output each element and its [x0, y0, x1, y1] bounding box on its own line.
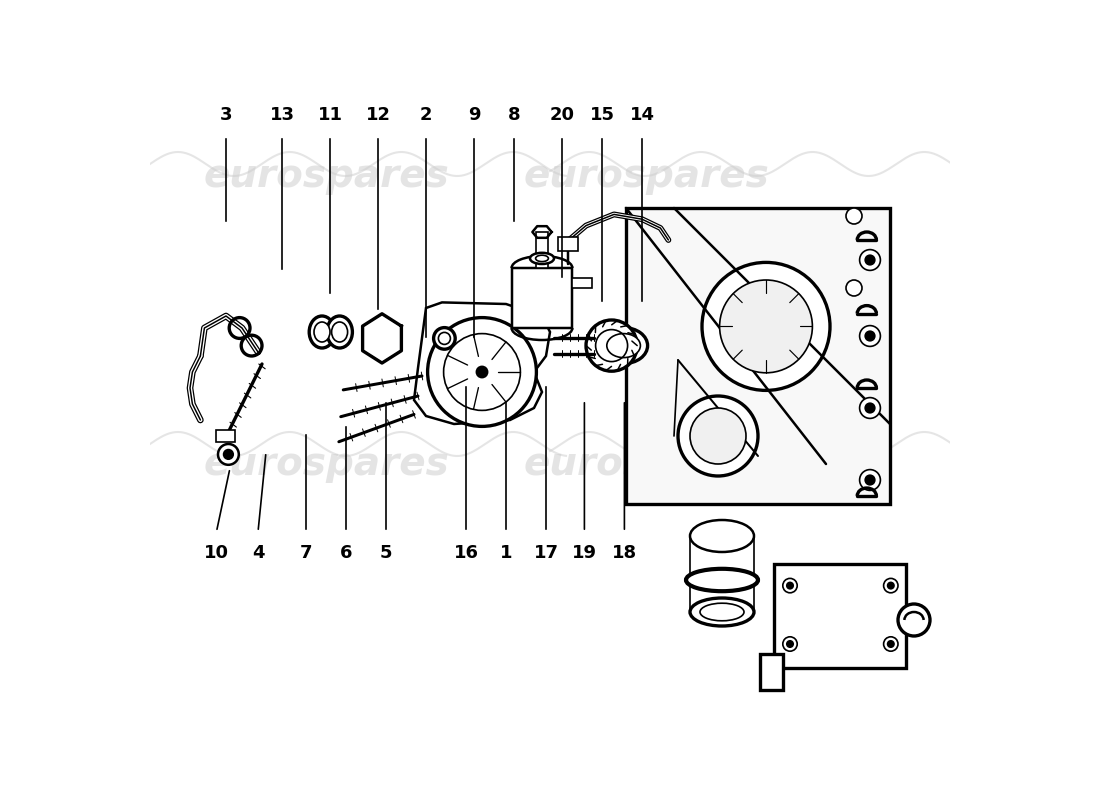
Text: 4: 4 [252, 544, 264, 562]
Text: 15: 15 [590, 106, 615, 124]
Circle shape [846, 208, 862, 224]
Circle shape [690, 408, 746, 464]
Circle shape [866, 403, 874, 413]
Circle shape [859, 398, 880, 418]
Circle shape [678, 396, 758, 476]
Circle shape [586, 320, 637, 371]
Circle shape [898, 604, 929, 636]
Text: 12: 12 [365, 106, 390, 124]
Bar [512, 268, 572, 328]
Text: 5: 5 [379, 544, 393, 562]
Text: 17: 17 [534, 544, 559, 562]
Ellipse shape [327, 316, 352, 348]
Circle shape [888, 641, 894, 647]
Circle shape [866, 475, 874, 485]
Text: 13: 13 [270, 106, 295, 124]
Circle shape [428, 318, 537, 426]
Ellipse shape [600, 328, 648, 363]
Bar [760, 654, 783, 690]
Text: 2: 2 [420, 106, 432, 124]
Text: 8: 8 [508, 106, 520, 124]
Bar [537, 232, 548, 268]
Circle shape [866, 255, 874, 265]
Circle shape [846, 280, 862, 296]
Circle shape [883, 637, 898, 651]
Circle shape [786, 582, 793, 589]
Text: 20: 20 [550, 106, 574, 124]
Bar [216, 430, 234, 442]
Circle shape [859, 250, 880, 270]
Text: 11: 11 [318, 106, 342, 124]
Circle shape [702, 262, 830, 390]
Circle shape [476, 366, 487, 378]
Text: 6: 6 [340, 544, 352, 562]
Circle shape [859, 326, 880, 346]
Circle shape [883, 578, 898, 593]
Ellipse shape [433, 328, 455, 349]
Ellipse shape [686, 569, 758, 591]
Ellipse shape [439, 333, 450, 344]
Ellipse shape [607, 334, 640, 358]
Bar [626, 208, 890, 504]
Circle shape [859, 470, 880, 490]
Text: 14: 14 [629, 106, 654, 124]
Polygon shape [414, 302, 550, 424]
Ellipse shape [700, 603, 744, 621]
Text: 18: 18 [612, 544, 637, 562]
Text: 7: 7 [299, 544, 312, 562]
Text: eurospares: eurospares [524, 445, 769, 483]
Circle shape [786, 641, 793, 647]
Ellipse shape [331, 322, 348, 342]
Ellipse shape [690, 520, 754, 552]
Bar [558, 237, 578, 251]
Text: 1: 1 [499, 544, 513, 562]
Ellipse shape [536, 255, 549, 262]
Circle shape [783, 578, 798, 593]
Bar [572, 278, 593, 288]
Circle shape [888, 582, 894, 589]
Ellipse shape [314, 322, 330, 342]
Text: eurospares: eurospares [204, 157, 449, 195]
Text: 19: 19 [572, 544, 597, 562]
Bar [774, 564, 906, 668]
Text: eurospares: eurospares [524, 157, 769, 195]
Text: eurospares: eurospares [204, 445, 449, 483]
Ellipse shape [690, 598, 754, 626]
Circle shape [223, 450, 233, 459]
Ellipse shape [530, 253, 554, 264]
Circle shape [866, 331, 874, 341]
Text: 10: 10 [204, 544, 229, 562]
Circle shape [218, 444, 239, 465]
Text: 9: 9 [468, 106, 481, 124]
Bar [690, 536, 754, 612]
Circle shape [783, 637, 798, 651]
Text: 16: 16 [453, 544, 478, 562]
Ellipse shape [309, 316, 334, 348]
Circle shape [719, 280, 813, 373]
Text: 3: 3 [220, 106, 232, 124]
